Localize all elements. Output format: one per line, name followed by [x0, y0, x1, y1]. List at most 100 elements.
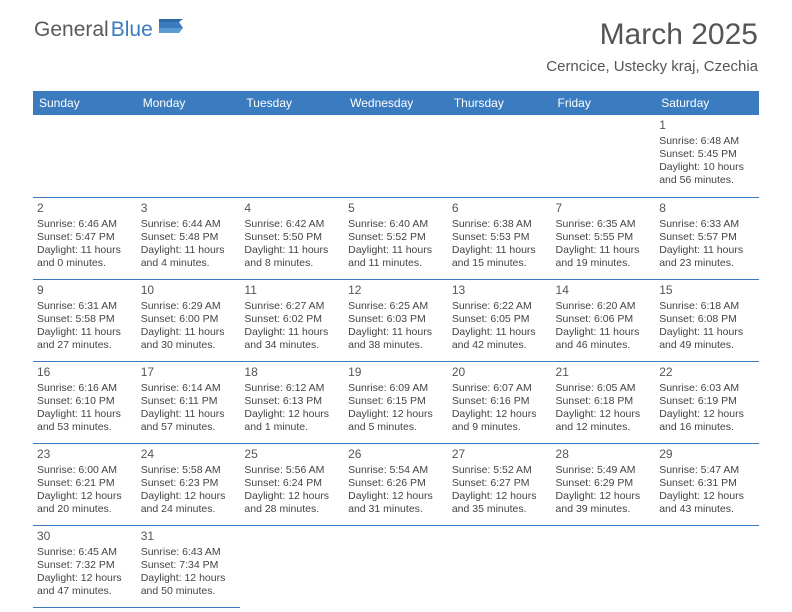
sunrise-label: Sunrise: 6:20 AM — [556, 300, 652, 313]
day-cell: 12Sunrise: 6:25 AMSunset: 6:03 PMDayligh… — [344, 279, 448, 361]
sunset-label: Sunset: 7:34 PM — [141, 559, 237, 572]
weekday-header: Tuesday — [240, 91, 344, 115]
sunrise-label: Sunrise: 6:38 AM — [452, 218, 548, 231]
sunset-label: Sunset: 6:11 PM — [141, 395, 237, 408]
sunrise-label: Sunrise: 6:22 AM — [452, 300, 548, 313]
sunrise-label: Sunrise: 6:31 AM — [37, 300, 133, 313]
sunrise-label: Sunrise: 6:09 AM — [348, 382, 444, 395]
empty-day-cell — [448, 525, 552, 607]
day-cell: 8Sunrise: 6:33 AMSunset: 5:57 PMDaylight… — [655, 197, 759, 279]
empty-day-cell — [344, 525, 448, 607]
daylight-label: Daylight: 12 hours and 50 minutes. — [141, 572, 237, 598]
sunrise-label: Sunrise: 6:48 AM — [659, 135, 755, 148]
sunrise-label: Sunrise: 5:47 AM — [659, 464, 755, 477]
daylight-label: Daylight: 12 hours and 39 minutes. — [556, 490, 652, 516]
day-cell: 7Sunrise: 6:35 AMSunset: 5:55 PMDaylight… — [552, 197, 656, 279]
sunrise-label: Sunrise: 6:40 AM — [348, 218, 444, 231]
sunrise-label: Sunrise: 6:18 AM — [659, 300, 755, 313]
daylight-label: Daylight: 12 hours and 35 minutes. — [452, 490, 548, 516]
sunset-label: Sunset: 6:13 PM — [244, 395, 340, 408]
sunrise-label: Sunrise: 6:16 AM — [37, 382, 133, 395]
day-number: 14 — [556, 283, 652, 298]
daylight-label: Daylight: 11 hours and 4 minutes. — [141, 244, 237, 270]
calendar-week-row: 30Sunrise: 6:45 AMSunset: 7:32 PMDayligh… — [33, 525, 759, 607]
daylight-label: Daylight: 11 hours and 11 minutes. — [348, 244, 444, 270]
sunset-label: Sunset: 5:52 PM — [348, 231, 444, 244]
sunrise-label: Sunrise: 5:52 AM — [452, 464, 548, 477]
logo-text-blue: Blue — [111, 18, 153, 42]
day-number: 29 — [659, 447, 755, 462]
day-number: 9 — [37, 283, 133, 298]
day-number: 28 — [556, 447, 652, 462]
sunrise-label: Sunrise: 5:56 AM — [244, 464, 340, 477]
sunset-label: Sunset: 6:00 PM — [141, 313, 237, 326]
sunrise-label: Sunrise: 5:49 AM — [556, 464, 652, 477]
sunrise-label: Sunrise: 6:25 AM — [348, 300, 444, 313]
day-cell: 1Sunrise: 6:48 AMSunset: 5:45 PMDaylight… — [655, 115, 759, 197]
day-cell: 25Sunrise: 5:56 AMSunset: 6:24 PMDayligh… — [240, 443, 344, 525]
day-cell: 26Sunrise: 5:54 AMSunset: 6:26 PMDayligh… — [344, 443, 448, 525]
sunset-label: Sunset: 6:29 PM — [556, 477, 652, 490]
daylight-label: Daylight: 12 hours and 12 minutes. — [556, 408, 652, 434]
sunset-label: Sunset: 6:21 PM — [37, 477, 133, 490]
day-cell: 16Sunrise: 6:16 AMSunset: 6:10 PMDayligh… — [33, 361, 137, 443]
empty-day-cell — [552, 525, 656, 607]
header: General Blue March 2025 Cerncice, Usteck… — [0, 0, 792, 81]
sunset-label: Sunset: 6:02 PM — [244, 313, 340, 326]
title-block: March 2025 Cerncice, Ustecky kraj, Czech… — [546, 18, 758, 75]
sunset-label: Sunset: 6:19 PM — [659, 395, 755, 408]
day-cell: 30Sunrise: 6:45 AMSunset: 7:32 PMDayligh… — [33, 525, 137, 607]
sunrise-label: Sunrise: 6:45 AM — [37, 546, 133, 559]
sunset-label: Sunset: 5:53 PM — [452, 231, 548, 244]
day-cell: 28 Sunrise: 5:49 AMSunset: 6:29 PMDayligh… — [552, 443, 656, 525]
sunset-label: Sunset: 6:24 PM — [244, 477, 340, 490]
day-number: 7 — [556, 201, 652, 216]
day-number: 8 — [659, 201, 755, 216]
empty-day-cell — [240, 525, 344, 607]
sunrise-label: Sunrise: 6:42 AM — [244, 218, 340, 231]
sunrise-label: Sunrise: 6:07 AM — [452, 382, 548, 395]
sunset-label: Sunset: 6:03 PM — [348, 313, 444, 326]
sunset-label: Sunset: 5:50 PM — [244, 231, 340, 244]
sunrise-label: Sunrise: 6:33 AM — [659, 218, 755, 231]
day-number: 24 — [141, 447, 237, 462]
daylight-label: Daylight: 11 hours and 38 minutes. — [348, 326, 444, 352]
day-number: 23 — [37, 447, 133, 462]
daylight-label: Daylight: 12 hours and 9 minutes. — [452, 408, 548, 434]
flag-icon — [159, 19, 185, 42]
daylight-label: Daylight: 12 hours and 1 minute. — [244, 408, 340, 434]
daylight-label: Daylight: 11 hours and 57 minutes. — [141, 408, 237, 434]
sunset-label: Sunset: 6:05 PM — [452, 313, 548, 326]
sunrise-label: Sunrise: 5:54 AM — [348, 464, 444, 477]
empty-day-cell — [344, 115, 448, 197]
calendar-week-row: 23Sunrise: 6:00 AMSunset: 6:21 PMDayligh… — [33, 443, 759, 525]
day-cell: 9 Sunrise: 6:31 AMSunset: 5:58 PMDaylight… — [33, 279, 137, 361]
sunset-label: Sunset: 6:08 PM — [659, 313, 755, 326]
calendar-week-row: 1Sunrise: 6:48 AMSunset: 5:45 PMDaylight… — [33, 115, 759, 197]
sunset-label: Sunset: 5:48 PM — [141, 231, 237, 244]
logo-text-general: General — [34, 18, 109, 42]
day-number: 22 — [659, 365, 755, 380]
sunset-label: Sunset: 5:58 PM — [37, 313, 133, 326]
sunrise-label: Sunrise: 6:12 AM — [244, 382, 340, 395]
day-cell: 23Sunrise: 6:00 AMSunset: 6:21 PMDayligh… — [33, 443, 137, 525]
empty-day-cell — [655, 525, 759, 607]
daylight-label: Daylight: 11 hours and 0 minutes. — [37, 244, 133, 270]
sunrise-label: Sunrise: 6:29 AM — [141, 300, 237, 313]
weekday-header: Thursday — [448, 91, 552, 115]
daylight-label: Daylight: 11 hours and 19 minutes. — [556, 244, 652, 270]
day-cell: 5Sunrise: 6:40 AMSunset: 5:52 PMDaylight… — [344, 197, 448, 279]
daylight-label: Daylight: 11 hours and 27 minutes. — [37, 326, 133, 352]
day-number: 21 — [556, 365, 652, 380]
sunrise-label: Sunrise: 6:44 AM — [141, 218, 237, 231]
daylight-label: Daylight: 12 hours and 5 minutes. — [348, 408, 444, 434]
day-number: 27 — [452, 447, 548, 462]
day-cell: 21Sunrise: 6:05 AMSunset: 6:18 PMDayligh… — [552, 361, 656, 443]
sunrise-label: Sunrise: 6:46 AM — [37, 218, 133, 231]
day-number: 19 — [348, 365, 444, 380]
sunset-label: Sunset: 6:10 PM — [37, 395, 133, 408]
day-number: 20 — [452, 365, 548, 380]
day-number: 30 — [37, 529, 133, 544]
daylight-label: Daylight: 12 hours and 24 minutes. — [141, 490, 237, 516]
day-cell: 18Sunrise: 6:12 AMSunset: 6:13 PMDayligh… — [240, 361, 344, 443]
